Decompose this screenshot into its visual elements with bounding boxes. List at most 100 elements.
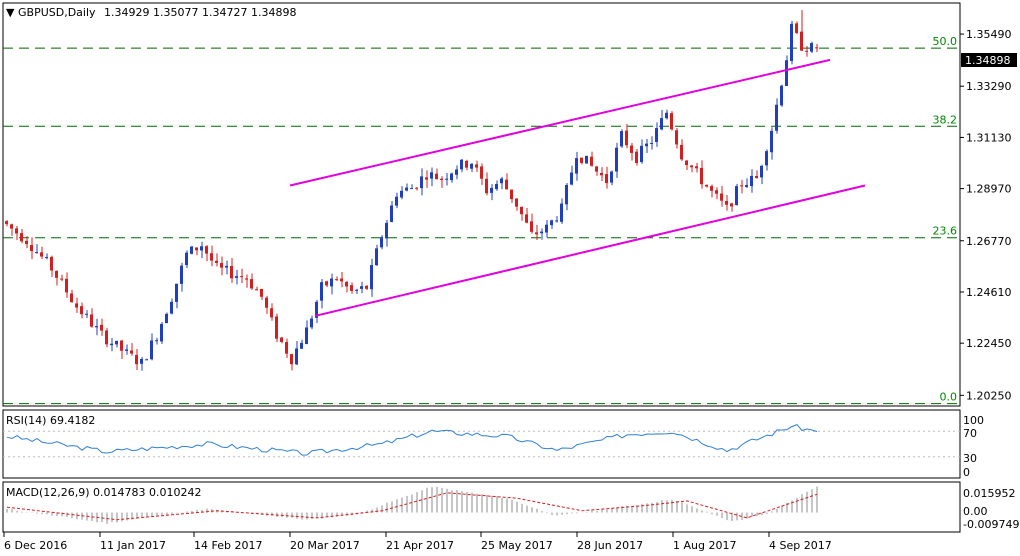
candle-body xyxy=(535,232,538,235)
candle-body xyxy=(725,201,728,205)
date-tick-label: 4 Sep 2017 xyxy=(769,539,832,552)
candle-body xyxy=(135,354,138,365)
candle-body xyxy=(385,222,388,239)
macd-label: MACD(12,26,9) 0.014783 0.010242 xyxy=(6,486,202,499)
channel-line-lower[interactable] xyxy=(314,184,866,317)
candle-body xyxy=(470,163,473,169)
candle-body xyxy=(260,288,263,297)
price-tick-label: 1.26770 xyxy=(966,235,1012,248)
candle-body xyxy=(345,281,348,287)
candle-body xyxy=(185,252,188,266)
candle-body xyxy=(815,47,818,49)
candle-body xyxy=(325,281,328,286)
candle-body xyxy=(330,278,333,287)
candle-body xyxy=(320,282,323,301)
candle-body xyxy=(665,112,668,119)
candle-body xyxy=(685,160,688,166)
candle-body xyxy=(625,130,628,146)
candle-body xyxy=(5,221,8,225)
candle-body xyxy=(180,265,183,284)
candle-body xyxy=(380,237,383,248)
candle-body xyxy=(195,247,198,251)
candle-body xyxy=(235,276,238,278)
candle-body xyxy=(215,260,218,263)
macd-series xyxy=(6,486,818,524)
date-tick-label: 6 Dec 2016 xyxy=(4,539,67,552)
candle-body xyxy=(275,316,278,339)
candle-body xyxy=(670,113,673,130)
candle-body xyxy=(450,173,453,181)
rsi-label: RSI(14) 69.4182 xyxy=(6,414,95,427)
candle-body xyxy=(585,155,588,164)
candlestick-series xyxy=(5,10,818,371)
price-tick-label: 1.31130 xyxy=(966,131,1012,144)
fibonacci-levels: 50.0 38.2 23.6 0.0 xyxy=(3,35,960,405)
candle-body xyxy=(170,301,173,314)
price-tick-label: 1.20250 xyxy=(966,389,1012,402)
candle-body xyxy=(210,253,213,261)
candle-body xyxy=(45,257,48,259)
candle-body xyxy=(270,308,273,318)
date-tick-label: 14 Feb 2017 xyxy=(194,539,262,552)
candle-body xyxy=(50,256,53,271)
candle-body xyxy=(80,306,83,315)
main-panel-frame xyxy=(2,2,961,407)
price-axis: 1.35490 1.33290 1.31130 1.28970 1.26770 1.246… xyxy=(960,28,1012,402)
candle-body xyxy=(800,31,803,51)
candle-body xyxy=(630,145,633,153)
candle-body xyxy=(280,337,283,342)
candle-body xyxy=(410,188,413,190)
rsi-level-100: 100 xyxy=(963,414,984,427)
candle-body xyxy=(495,183,498,190)
candle-body xyxy=(150,340,153,360)
candle-body xyxy=(290,354,293,365)
candle-body xyxy=(355,289,358,291)
current-price-badge: 1.34898 xyxy=(965,54,1011,67)
candle-body xyxy=(500,178,503,184)
candle-body xyxy=(175,283,178,302)
candle-body xyxy=(85,313,88,315)
date-axis: 6 Dec 2016 11 Jan 2017 14 Feb 2017 20 Mar 2… xyxy=(3,532,832,552)
candle-body xyxy=(230,266,233,279)
candle-body xyxy=(540,231,543,234)
candle-body xyxy=(805,50,808,52)
candle-body xyxy=(640,145,643,163)
candle-body xyxy=(600,172,603,176)
fib-label-0: 50.0 xyxy=(933,35,958,48)
candle-body xyxy=(730,203,733,207)
candle-body xyxy=(785,60,788,86)
candle-body xyxy=(340,278,343,282)
rsi-panel-frame xyxy=(2,409,961,479)
candle-body xyxy=(575,158,578,174)
price-tick-label: 1.24610 xyxy=(966,286,1012,299)
candle-body xyxy=(610,171,613,183)
channel-line-upper[interactable] xyxy=(289,58,831,187)
candle-body xyxy=(695,166,698,169)
candle-body xyxy=(160,323,163,342)
candle-body xyxy=(545,224,548,233)
macd-signal-line xyxy=(6,492,818,521)
date-tick-label: 25 May 2017 xyxy=(481,539,553,552)
macd-tick-zero: 0.00 xyxy=(963,505,988,518)
candle-body xyxy=(460,159,463,170)
candle-body xyxy=(300,342,303,349)
candle-body xyxy=(560,203,563,222)
menu-triangle-icon[interactable]: ▼ xyxy=(6,6,15,19)
candle-body xyxy=(370,265,373,290)
candle-body xyxy=(60,278,63,280)
candle-body xyxy=(650,142,653,144)
candle-body xyxy=(335,279,338,281)
candle-body xyxy=(635,151,638,163)
chart-symbol-label: GBPUSD,Daily xyxy=(18,6,96,19)
date-tick-label: 21 Apr 2017 xyxy=(386,539,454,552)
candle-body xyxy=(405,187,408,191)
candle-body xyxy=(455,169,458,175)
candle-body xyxy=(75,303,78,308)
candle-body xyxy=(240,276,243,278)
candle-body xyxy=(250,279,253,289)
date-tick-label: 28 Jun 2017 xyxy=(577,539,643,552)
rsi-level-70: 70 xyxy=(963,427,977,440)
candle-body xyxy=(770,130,773,153)
candle-body xyxy=(790,23,793,62)
candle-body xyxy=(20,233,23,242)
